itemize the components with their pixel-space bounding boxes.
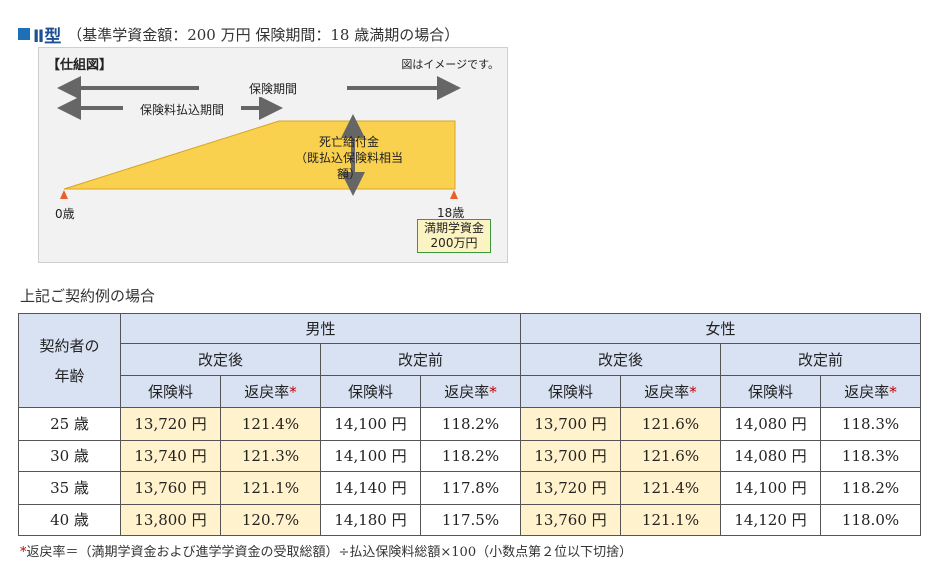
female-after-rate-header: 返戻率* [620, 374, 722, 409]
female-before-rate: 118.0% [820, 503, 922, 537]
female-after-premium: 13,720 円 [520, 471, 622, 505]
male-after-rate: 121.3% [220, 439, 321, 473]
maturity-benefit-box: 満期学資金 200万円 [417, 219, 491, 253]
rate-label: 返戻率 [644, 383, 690, 402]
age-header: 契約者の 年齢 [18, 312, 121, 409]
male-after-rate: 120.7% [220, 503, 321, 537]
female-after-premium-header: 保険料 [520, 374, 622, 409]
death-benefit-line2: （既払込保険料相当額） [294, 151, 403, 181]
female-after-premium: 13,760 円 [520, 503, 622, 537]
footnote-text: 返戻率＝（満期学資金および進学学資金の受取総額）÷払込保険料総額×100（小数点… [26, 545, 633, 560]
table-row: 40 歳 13,800 円 120.7% 14,180 円 117.5% 13,… [18, 503, 922, 537]
death-benefit-label: 死亡給付金 （既払込保険料相当額） [289, 134, 409, 182]
female-before-rate: 118.2% [820, 471, 922, 505]
female-after-rate: 121.4% [620, 471, 722, 505]
male-after-rate: 121.1% [220, 471, 321, 505]
age-cell: 40 歳 [18, 503, 121, 537]
female-before-header: 改定前 [720, 343, 922, 376]
female-before-rate-header: 返戻率* [820, 374, 922, 409]
insurance-period-label: 保険期間 [199, 80, 347, 97]
male-after-rate-header: 返戻率* [220, 374, 321, 409]
table-row: 25 歳 13,720 円 121.4% 14,100 円 118.2% 13,… [18, 407, 922, 441]
plan-description: （基準学資金額：200 万円 保険期間：18 歳満期の場合） [67, 25, 460, 44]
rate-label: 返戻率 [444, 383, 490, 402]
male-after-premium: 13,760 円 [120, 471, 221, 505]
male-after-premium: 13,720 円 [120, 407, 221, 441]
male-header: 男性 [119, 312, 522, 345]
table-row: 30 歳 13,740 円 121.3% 14,100 円 118.2% 13,… [18, 439, 922, 473]
female-before-rate: 118.3% [820, 439, 922, 473]
end-age-label: 18歳 [437, 206, 465, 220]
start-age-label: 0歳 [55, 207, 75, 221]
table-caption: 上記ご契約例の場合 [20, 287, 156, 305]
male-after-header: 改定後 [120, 343, 321, 376]
male-before-header: 改定前 [319, 343, 522, 376]
asterisk: * [289, 383, 297, 402]
asterisk: * [689, 383, 697, 402]
female-before-premium: 14,100 円 [720, 471, 822, 505]
blue-square-icon [18, 28, 30, 40]
female-before-rate: 118.3% [820, 407, 922, 441]
male-before-rate: 118.2% [419, 439, 522, 473]
asterisk: * [889, 383, 897, 402]
maturity-line1: 満期学資金 [423, 221, 484, 235]
female-after-rate: 121.6% [620, 439, 722, 473]
female-after-header: 改定後 [520, 343, 722, 376]
male-after-premium-header: 保険料 [120, 374, 221, 409]
end-age-marker [450, 190, 458, 199]
male-before-premium: 14,100 円 [320, 407, 421, 441]
female-before-premium: 14,080 円 [720, 439, 822, 473]
asterisk: * [489, 383, 497, 402]
diagram-title: 【仕組図】 [47, 58, 113, 73]
female-after-rate: 121.1% [620, 503, 722, 537]
rate-label: 返戻率 [844, 383, 890, 402]
age-cell: 35 歳 [18, 471, 121, 505]
payment-period-label: 保険料払込期間 [123, 101, 241, 118]
footnote-asterisk: * [20, 545, 27, 560]
male-after-premium: 13,740 円 [120, 439, 221, 473]
maturity-line2: 200万円 [430, 236, 478, 250]
male-before-premium: 14,180 円 [320, 503, 421, 537]
age-cell: 25 歳 [18, 407, 121, 441]
female-before-premium-header: 保険料 [720, 374, 822, 409]
female-before-premium: 14,080 円 [720, 407, 822, 441]
female-after-premium: 13,700 円 [520, 439, 622, 473]
diagram-note: 図はイメージです。 [401, 58, 499, 71]
female-before-premium: 14,120 円 [720, 503, 822, 537]
male-after-rate: 121.4% [220, 407, 321, 441]
table-row: 35 歳 13,760 円 121.1% 14,140 円 117.8% 13,… [18, 471, 922, 505]
female-after-premium: 13,700 円 [520, 407, 622, 441]
male-before-rate: 118.2% [419, 407, 522, 441]
death-benefit-line1: 死亡給付金 [318, 135, 379, 149]
female-after-rate: 121.6% [620, 407, 722, 441]
section-heading: Ⅱ型 （基準学資金額：200 万円 保険期間：18 歳満期の場合） [18, 22, 460, 47]
age-header-line2: 年齢 [54, 366, 85, 385]
male-before-premium: 14,140 円 [320, 471, 421, 505]
footnote: *返戻率＝（満期学資金および進学学資金の受取総額）÷払込保険料総額×100（小数… [20, 541, 632, 560]
male-before-rate: 117.5% [419, 503, 522, 537]
age-header-line1: 契約者の [39, 336, 100, 355]
male-after-premium: 13,800 円 [120, 503, 221, 537]
rate-label: 返戻率 [244, 383, 290, 402]
male-before-rate: 117.8% [419, 471, 522, 505]
male-before-premium-header: 保険料 [320, 374, 421, 409]
age-cell: 30 歳 [18, 439, 121, 473]
male-before-rate-header: 返戻率* [419, 374, 522, 409]
structure-diagram: 【仕組図】 図はイメージです。 保険期間 保険料払込期間 死亡給付金 （既払込保… [38, 47, 508, 263]
premium-rate-table: 契約者の 年齢 男性 女性 改定後 改定前 改定後 改定前 保険料 返戻率* 保… [18, 312, 922, 537]
plan-type-label: Ⅱ型 [33, 26, 62, 47]
male-before-premium: 14,100 円 [320, 439, 421, 473]
start-age-marker [60, 190, 68, 199]
female-header: 女性 [520, 312, 922, 345]
